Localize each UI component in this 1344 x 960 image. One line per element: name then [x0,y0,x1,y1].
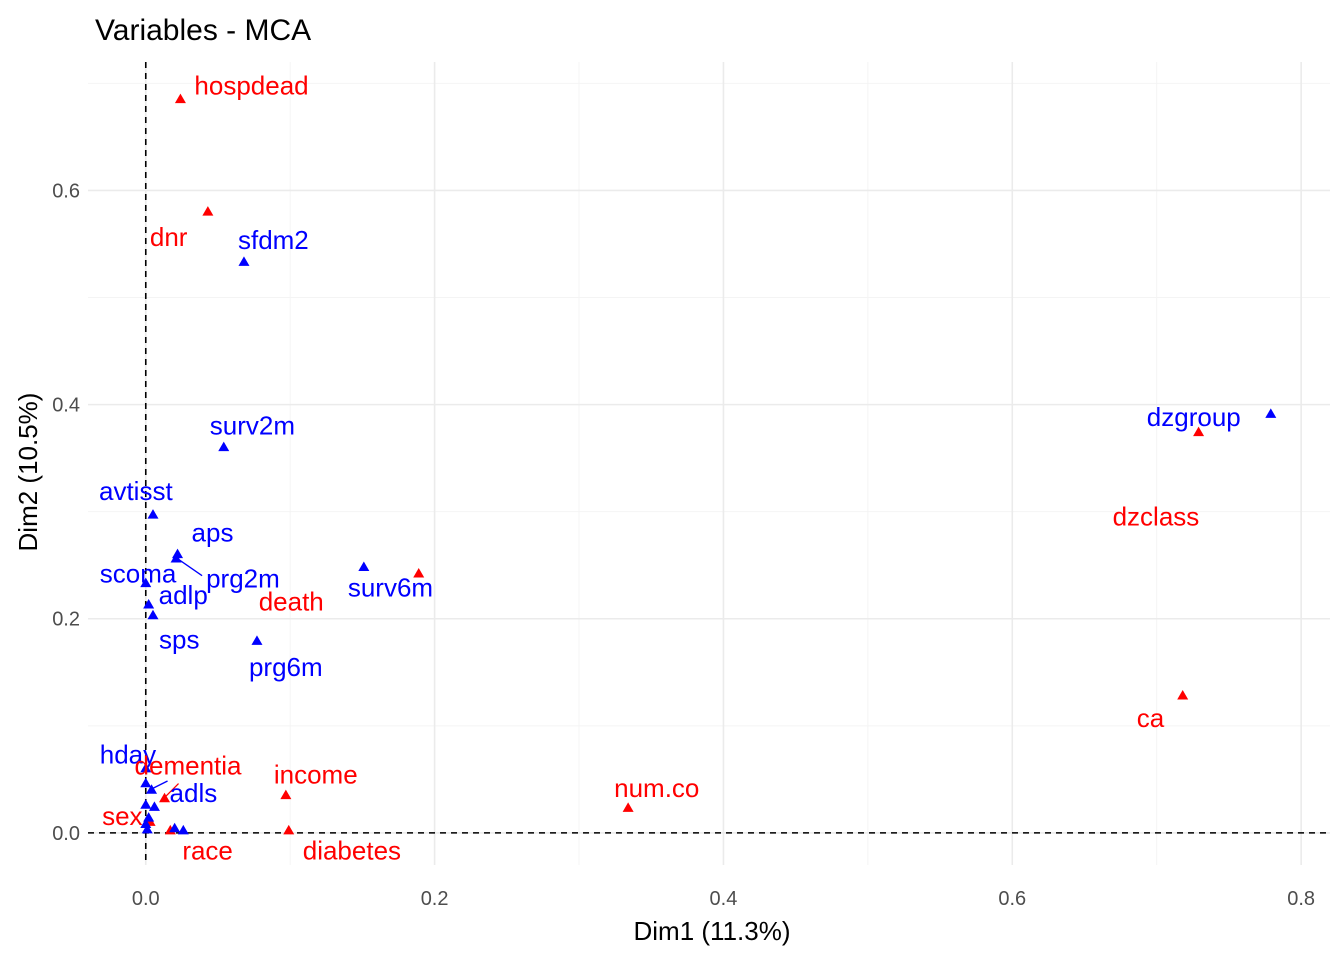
label-dzgroup: dzgroup [1147,402,1241,432]
x-axis-ticks: 0.0 0.2 0.4 0.6 0.8 [132,888,1315,910]
y-tick-label: 0.4 [52,395,80,417]
point-num-co [622,802,634,812]
label-sfdm2: sfdm2 [238,225,309,255]
label-scoma: scoma [100,558,177,588]
label-hday: hday [100,740,156,770]
point-unlabeled [177,824,189,835]
label-adls: adls [170,778,218,808]
y-axis-title: Dim2 (10.5%) [13,393,43,552]
label-hospdead: hospdead [194,70,308,100]
point-hday [140,762,152,773]
point-adlp [143,599,155,609]
point-avtisst [147,509,159,519]
label-num-co: num.co [614,773,699,803]
label-prg2m: prg2m [206,564,280,594]
label-avtisst: avtisst [99,476,173,506]
point-dzgroup [1265,408,1277,418]
label-sex: sex [102,801,142,831]
point-income [280,789,292,800]
label-prg6m: prg6m [249,652,323,682]
point-prg2m [170,552,182,563]
label-income: income [274,759,358,789]
point-dnr [202,206,214,216]
label-dementia: dementia [135,751,242,781]
label-dzclass: dzclass [1113,501,1200,531]
point-labels: hospdead dnr sfdm2 dzgroup dzclass surv2m avti… [99,70,1241,865]
point-unlabeled [140,777,152,788]
point-sfdm2 [238,256,250,266]
label-diabetes: diabetes [303,836,401,866]
point-unlabeled [141,823,153,834]
label-ca: ca [1137,703,1165,733]
label-race: race [182,836,233,866]
grid [88,62,1330,865]
point-dementia [159,792,171,803]
label-aps: aps [192,517,234,547]
chart-title: Variables - MCA [95,14,311,47]
y-tick-label: 0.0 [52,823,80,845]
y-tick-label: 0.6 [52,180,80,202]
point-unlabeled [169,822,181,833]
point-unlabeled [140,799,152,809]
point-ca [1177,690,1189,700]
label-surv6m: surv6m [348,572,433,602]
label-death: death [259,587,324,617]
point-surv6m [358,561,370,572]
label-adlp: adlp [159,580,208,610]
x-tick-label: 0.0 [132,888,160,910]
point-sps [147,609,159,620]
data-points [140,93,1277,835]
label-sps: sps [159,624,199,654]
connector-dementia [164,783,180,799]
point-unlabeled [140,818,152,828]
reference-lines [88,62,1330,865]
y-tick-label: 0.2 [52,609,80,631]
point-diabetes [283,824,295,835]
point-hospdead [174,93,186,104]
point-prg6m [251,635,263,645]
connector-adls [151,780,168,790]
x-tick-label: 0.2 [421,888,449,910]
point-unlabeled [143,812,155,822]
point-dzclass [1193,426,1205,437]
x-axis-title: Dim1 (11.3%) [633,916,790,946]
point-surv2m [218,441,230,452]
x-tick-label: 0.6 [998,888,1026,910]
label-surv2m: surv2m [210,410,295,440]
label-dnr: dnr [150,222,188,252]
point-scoma [140,577,152,588]
x-tick-label: 0.4 [710,888,738,910]
point-death [413,567,425,578]
point-adls [146,784,158,794]
y-axis-ticks: 0.0 0.2 0.4 0.6 [52,180,80,844]
x-tick-label: 0.8 [1287,888,1315,910]
point-unlabeled [148,801,160,811]
